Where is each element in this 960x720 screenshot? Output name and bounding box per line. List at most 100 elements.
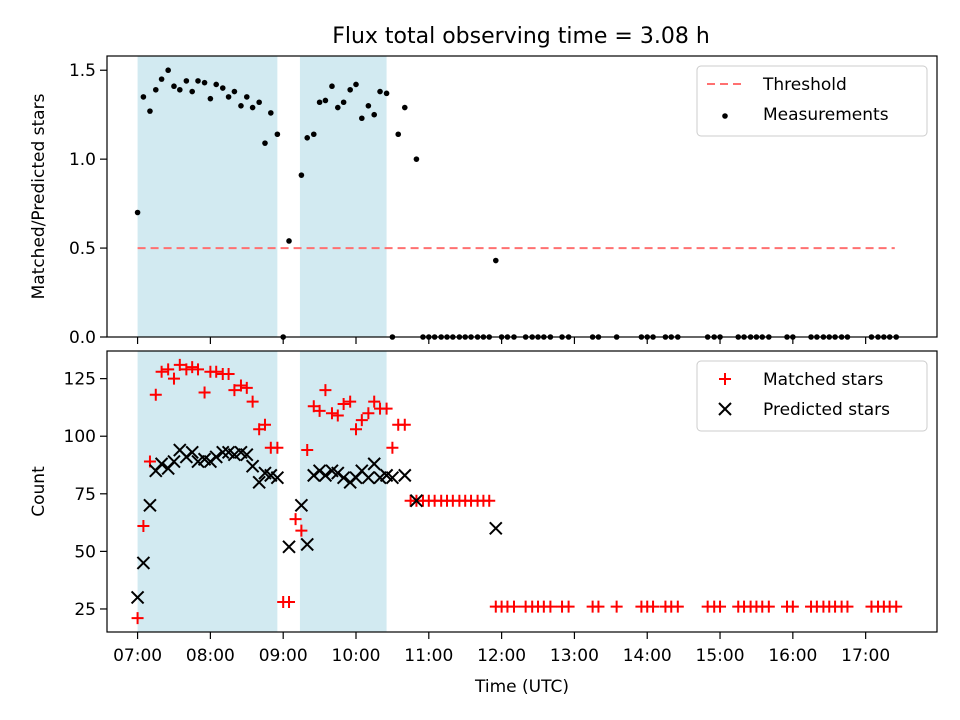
predicted-star-point: [489, 521, 503, 536]
y-tick-label: 0.0: [69, 328, 96, 348]
measurement-point: [249, 104, 256, 111]
measurement-point: [147, 108, 153, 114]
predicted-star-point: [385, 470, 400, 485]
predicted-star-point: [143, 498, 157, 513]
matched-star-point: [222, 368, 235, 381]
measurement-point: [201, 79, 208, 86]
predicted-star-point: [240, 447, 254, 462]
matched-star-point: [671, 600, 684, 613]
matched-star-point: [137, 520, 150, 533]
predicted-star-point: [245, 459, 260, 473]
matched-star-point: [398, 418, 411, 431]
matched-star-point: [841, 600, 854, 613]
measurement-point: [329, 83, 335, 90]
matched-star-point: [301, 444, 314, 457]
predicted-star-point: [167, 454, 181, 469]
predicted-star-point: [216, 445, 230, 460]
x-tick-label: 14:00: [623, 646, 672, 666]
measurement-point: [359, 115, 365, 122]
x-axis-label: Time (UTC): [474, 677, 569, 697]
matched-star-point: [173, 358, 186, 371]
measurement-point: [243, 94, 250, 100]
matched-star-point: [544, 600, 557, 613]
measurement-point: [377, 88, 383, 95]
matched-star-point: [786, 600, 799, 613]
observing-window: [299, 351, 387, 632]
predicted-star-point: [300, 537, 314, 552]
matched-star-point: [562, 600, 575, 613]
measurement-point: [298, 172, 305, 178]
predicted-star-point: [209, 450, 223, 464]
legend: Matched stars Predicted stars: [696, 360, 928, 432]
legend-predicted-swatch: [718, 402, 732, 416]
x-tick-label: 15:00: [696, 646, 745, 666]
matched-star-point: [714, 600, 727, 613]
observing-window: [299, 56, 387, 337]
matched-star-point: [186, 361, 199, 374]
predicted-star-point: [252, 475, 266, 489]
predicted-star-point: [270, 470, 285, 485]
matched-star-point: [192, 363, 205, 376]
series-predicted-stars: [130, 443, 503, 605]
measurement-point: [322, 97, 329, 104]
legend-label: Measurements: [763, 105, 889, 125]
measurement-point: [177, 86, 183, 93]
y-tick-label: 0.5: [69, 239, 96, 259]
measurement-point: [183, 78, 190, 84]
measurement-point: [395, 131, 402, 138]
measurement-point: [165, 67, 171, 74]
measurement-point: [152, 86, 159, 93]
measurement-point: [134, 209, 141, 216]
measurement-point: [340, 99, 347, 106]
predicted-star-point: [336, 470, 351, 485]
matched-star-point: [362, 407, 375, 420]
measurement-point: [238, 102, 244, 109]
legend-box: [696, 65, 928, 137]
matched-star-point: [234, 379, 247, 392]
measurement-point: [310, 131, 317, 138]
matched-star-point: [180, 363, 193, 376]
matched-star-point: [228, 384, 241, 397]
count-panel: 25 50 75 100 125 07:00 08:00 09:00 10:00 11:00 12:…: [29, 350, 938, 697]
y-tick-label: 100: [64, 427, 96, 447]
y-tick-label: 75: [74, 485, 96, 505]
matched-star-point: [331, 409, 344, 422]
measurement-point: [225, 94, 232, 100]
ratio-panel: 0.0 0.5 1.0 1.5 Matched/Predicted stars Thres…: [29, 55, 938, 348]
measurement-point: [353, 81, 359, 88]
observing-window: [137, 56, 278, 337]
y-tick-label: 125: [64, 370, 96, 390]
measurement-point: [256, 99, 262, 106]
measurement-point: [286, 238, 292, 244]
matched-star-point: [319, 384, 332, 397]
legend-matched-swatch: [719, 373, 731, 385]
matched-star-point: [198, 386, 211, 399]
axes-frame: [106, 350, 938, 633]
series-matched-stars: [131, 358, 903, 625]
predicted-star-point: [294, 498, 309, 513]
y-axis-label: Matched/Predicted stars: [29, 93, 49, 299]
observing-window: [137, 351, 278, 632]
predicted-star-point: [318, 468, 333, 483]
predicted-star-point: [361, 470, 376, 485]
measurement-point: [207, 95, 214, 102]
matched-star-point: [246, 395, 259, 408]
legend-label: Threshold: [762, 75, 847, 95]
measurement-point: [492, 257, 499, 264]
predicted-star-point: [282, 540, 296, 554]
matched-star-point: [355, 414, 368, 427]
x-tick-label: 17:00: [841, 646, 890, 666]
matched-star-point: [271, 441, 284, 454]
matched-star-point: [289, 513, 302, 526]
predicted-star-point: [185, 445, 199, 460]
measurement-point: [158, 76, 165, 82]
matched-star-point: [610, 600, 623, 613]
y-tick-label: 25: [74, 600, 96, 620]
measurement-point: [171, 83, 177, 90]
measurement-point: [195, 78, 201, 84]
legend: Threshold Measurements: [696, 65, 928, 137]
measurement-point: [316, 99, 323, 106]
predicted-star-point: [367, 457, 381, 471]
matched-star-point: [283, 596, 296, 609]
matched-star-point: [507, 600, 520, 613]
